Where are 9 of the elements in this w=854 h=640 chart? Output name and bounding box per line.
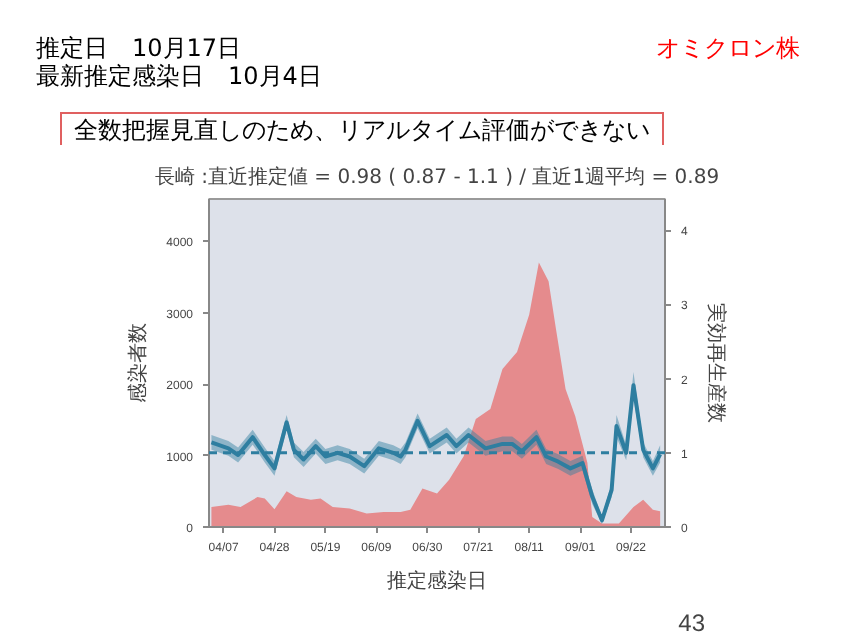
text: 最新推定感染日 10月4日: [36, 60, 322, 94]
text: オミクロン株: [656, 32, 800, 66]
y-axis-title: 感染者数: [126, 323, 151, 403]
text: 全数把握見直しのため、リアルタイム評価ができない: [60, 112, 664, 151]
chart-title: 長崎 :直近推定値 = 0.98 ( 0.87 - 1.1 ) / 直近1週平均 = 0.89: [154, 165, 720, 189]
text: 43: [678, 609, 706, 637]
y2-axis-title: 実効再生産数: [703, 303, 728, 423]
text: 推定日 10月17日: [36, 32, 242, 64]
x-axis-title: 推定感染日: [387, 569, 487, 593]
